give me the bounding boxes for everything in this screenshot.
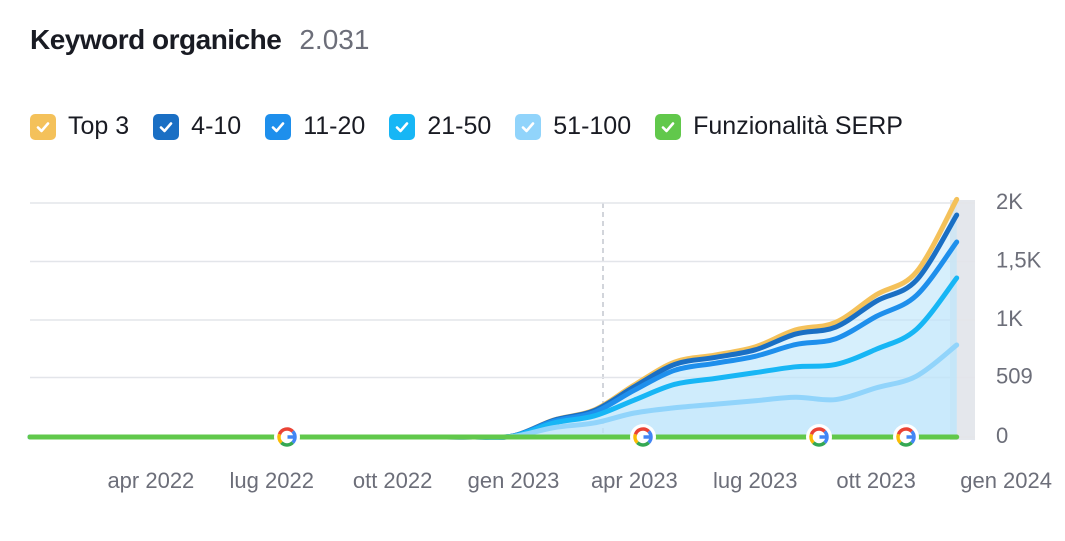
y-tick-label: 1K bbox=[996, 306, 1023, 331]
series-area bbox=[30, 215, 957, 438]
y-tick-label: 2K bbox=[996, 189, 1023, 214]
x-tick-label: gen 2024 bbox=[960, 468, 1052, 493]
legend-checkbox[interactable] bbox=[153, 113, 180, 140]
legend-item[interactable]: Top 3 bbox=[30, 112, 129, 141]
x-tick-label: gen 2023 bbox=[468, 468, 560, 493]
x-tick-label: ott 2022 bbox=[353, 468, 433, 493]
chart-title: Keyword organiche bbox=[30, 24, 282, 55]
legend-checkbox[interactable] bbox=[389, 113, 416, 140]
check-icon bbox=[271, 121, 285, 132]
y-tick-label: 509 bbox=[996, 363, 1033, 388]
legend-item[interactable]: Funzionalità SERP bbox=[655, 112, 903, 141]
x-tick-label: lug 2022 bbox=[230, 468, 314, 493]
check-icon bbox=[661, 121, 675, 132]
google-update-icon bbox=[806, 424, 832, 450]
total-count: 2.031 bbox=[299, 24, 370, 55]
icon-arc bbox=[633, 433, 639, 444]
legend-label: 51-100 bbox=[553, 112, 632, 140]
legend-label: Funzionalità SERP bbox=[693, 112, 903, 140]
legend: Top 3 4-10 11-20 21-50 51-100 Funzionalità SE… bbox=[30, 112, 903, 141]
legend-item[interactable]: 4-10 bbox=[153, 112, 241, 141]
header: Keyword organiche 2.031 bbox=[30, 24, 369, 56]
legend-checkbox[interactable] bbox=[265, 113, 292, 140]
series-area bbox=[30, 241, 957, 438]
icon-arc bbox=[636, 441, 650, 447]
check-icon bbox=[36, 121, 50, 132]
legend-item[interactable]: 21-50 bbox=[389, 112, 491, 141]
icon-arc bbox=[280, 441, 294, 447]
legend-label: 11-20 bbox=[303, 112, 366, 140]
legend-label: 4-10 bbox=[191, 112, 242, 140]
legend-label: 21-50 bbox=[427, 112, 492, 140]
google-update-icon bbox=[274, 424, 300, 450]
icon-arc bbox=[277, 427, 294, 436]
series-area bbox=[30, 277, 957, 438]
icon-arc bbox=[899, 441, 913, 447]
google-update-icon bbox=[893, 424, 919, 450]
legend-item[interactable]: 11-20 bbox=[265, 112, 365, 141]
y-tick-label: 1,5K bbox=[996, 247, 1042, 272]
legend-checkbox[interactable] bbox=[515, 113, 542, 140]
x-tick-label: apr 2023 bbox=[591, 468, 678, 493]
y-tick-label: 0 bbox=[996, 423, 1008, 448]
icon-arc bbox=[633, 427, 650, 436]
icon-arc bbox=[809, 433, 815, 444]
check-icon bbox=[396, 121, 409, 132]
legend-checkbox[interactable] bbox=[655, 113, 682, 140]
check-icon bbox=[521, 121, 535, 132]
google-update-icon bbox=[630, 424, 656, 450]
icon-arc bbox=[277, 433, 283, 444]
series-area bbox=[30, 345, 957, 438]
icon-arc bbox=[809, 427, 826, 436]
legend-checkbox[interactable] bbox=[30, 113, 56, 140]
x-tick-label: apr 2022 bbox=[107, 468, 194, 493]
icon-arc bbox=[896, 433, 902, 444]
check-icon bbox=[159, 121, 173, 132]
x-tick-label: lug 2023 bbox=[713, 468, 797, 493]
icon-arc bbox=[812, 441, 826, 447]
icon-arc bbox=[896, 427, 913, 436]
x-tick-label: ott 2023 bbox=[836, 468, 916, 493]
legend-item[interactable]: 51-100 bbox=[515, 112, 631, 141]
legend-label: Top 3 bbox=[68, 112, 130, 140]
